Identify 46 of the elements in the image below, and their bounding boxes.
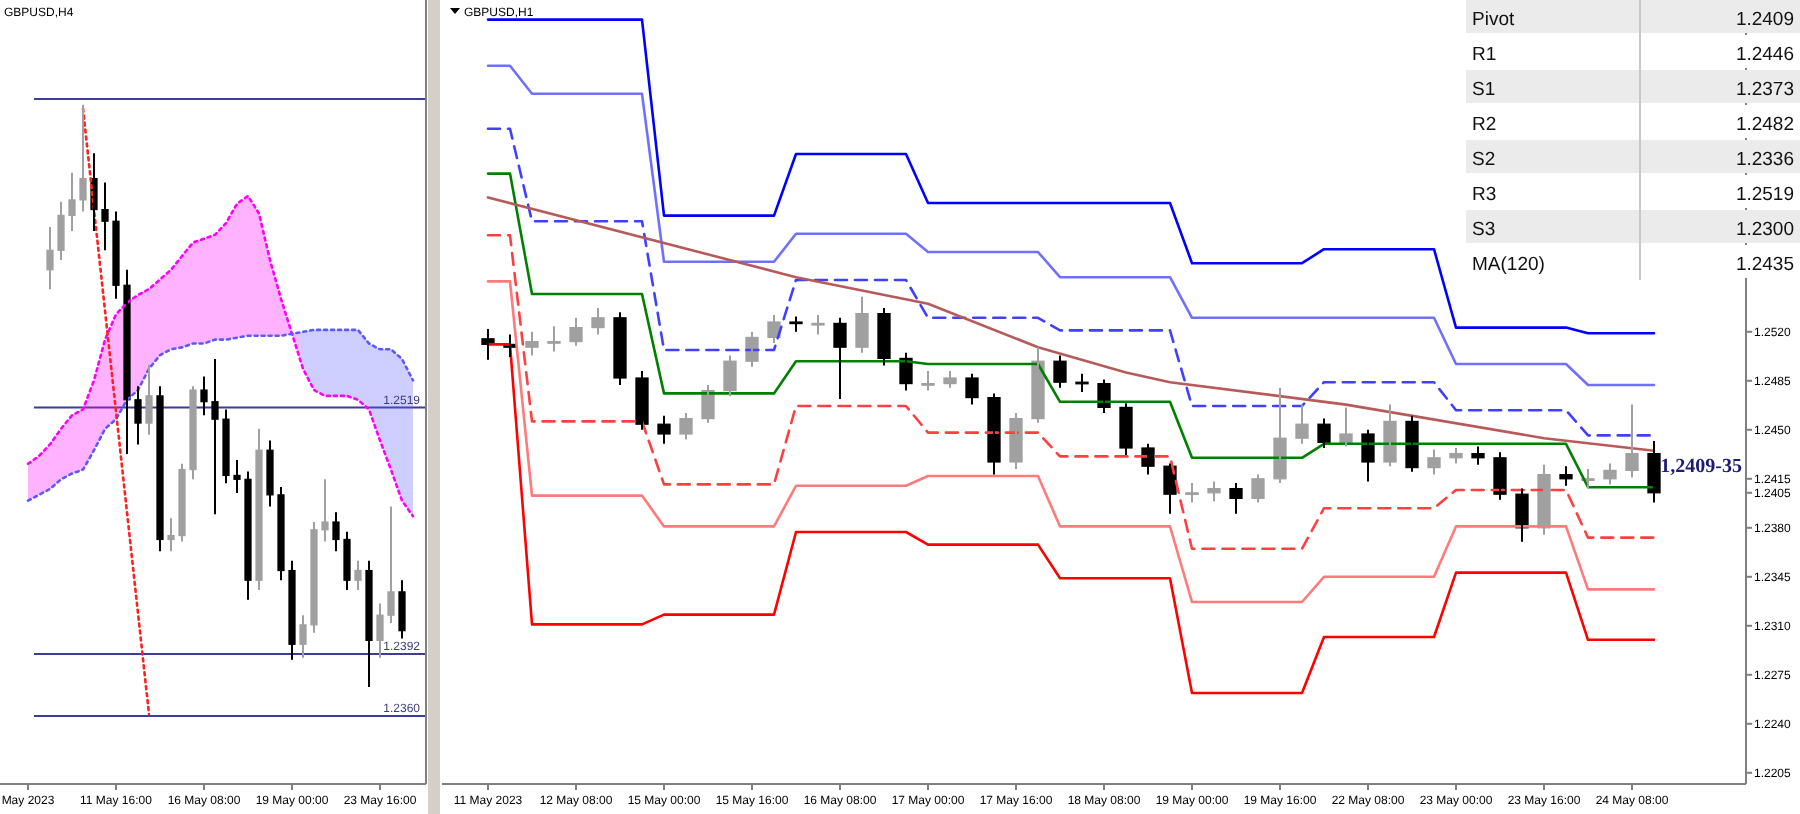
candlestick xyxy=(547,325,561,353)
candlestick xyxy=(1185,482,1199,504)
candlestick xyxy=(1625,403,1639,479)
category-label: R2 xyxy=(1472,113,1497,136)
candlestick xyxy=(921,370,935,392)
candlestick xyxy=(679,412,693,441)
line-series xyxy=(486,127,1656,437)
data-label: 1.2336 xyxy=(1735,148,1794,171)
candlestick xyxy=(1053,354,1067,389)
line-series xyxy=(486,280,1656,604)
category-label: MA(120) xyxy=(1472,253,1545,276)
category-label: S2 xyxy=(1472,148,1496,171)
candlestick xyxy=(943,370,957,389)
candlestick xyxy=(1427,448,1441,476)
data-label: 1.2446 xyxy=(1735,43,1794,66)
candlestick xyxy=(569,316,583,347)
data-label: 1.2373 xyxy=(1735,78,1794,101)
candlestick xyxy=(525,330,539,357)
candlestick xyxy=(613,311,627,386)
candlestick xyxy=(657,414,671,445)
candlestick xyxy=(789,315,803,333)
line-series xyxy=(486,64,1656,387)
candlestick xyxy=(965,372,979,406)
candlestick xyxy=(1339,406,1353,448)
candlestick xyxy=(855,295,869,354)
line-series xyxy=(486,233,1656,551)
data-label: 1.2435 xyxy=(1735,253,1794,276)
category-label: R1 xyxy=(1472,43,1497,66)
category-label: S3 xyxy=(1472,218,1496,241)
candlestick xyxy=(1119,402,1133,456)
candlestick xyxy=(635,370,649,431)
category-label: R3 xyxy=(1472,183,1497,206)
data-label: 1.2519 xyxy=(1735,183,1794,206)
candlestick xyxy=(1229,482,1243,515)
data-label: 1.2409 xyxy=(1735,8,1794,31)
candlestick xyxy=(591,307,605,336)
data-label: 1.2482 xyxy=(1735,113,1794,136)
candlestick xyxy=(877,307,891,367)
annotation: 1,2409-35 xyxy=(1660,456,1742,478)
category-label: S1 xyxy=(1472,78,1496,101)
candlestick xyxy=(1295,403,1309,445)
data-label: 1.2300 xyxy=(1735,218,1794,241)
category-label: Pivot xyxy=(1472,8,1515,31)
candlestick xyxy=(1251,473,1265,504)
candlestick xyxy=(811,314,825,336)
candlestick xyxy=(833,316,847,400)
